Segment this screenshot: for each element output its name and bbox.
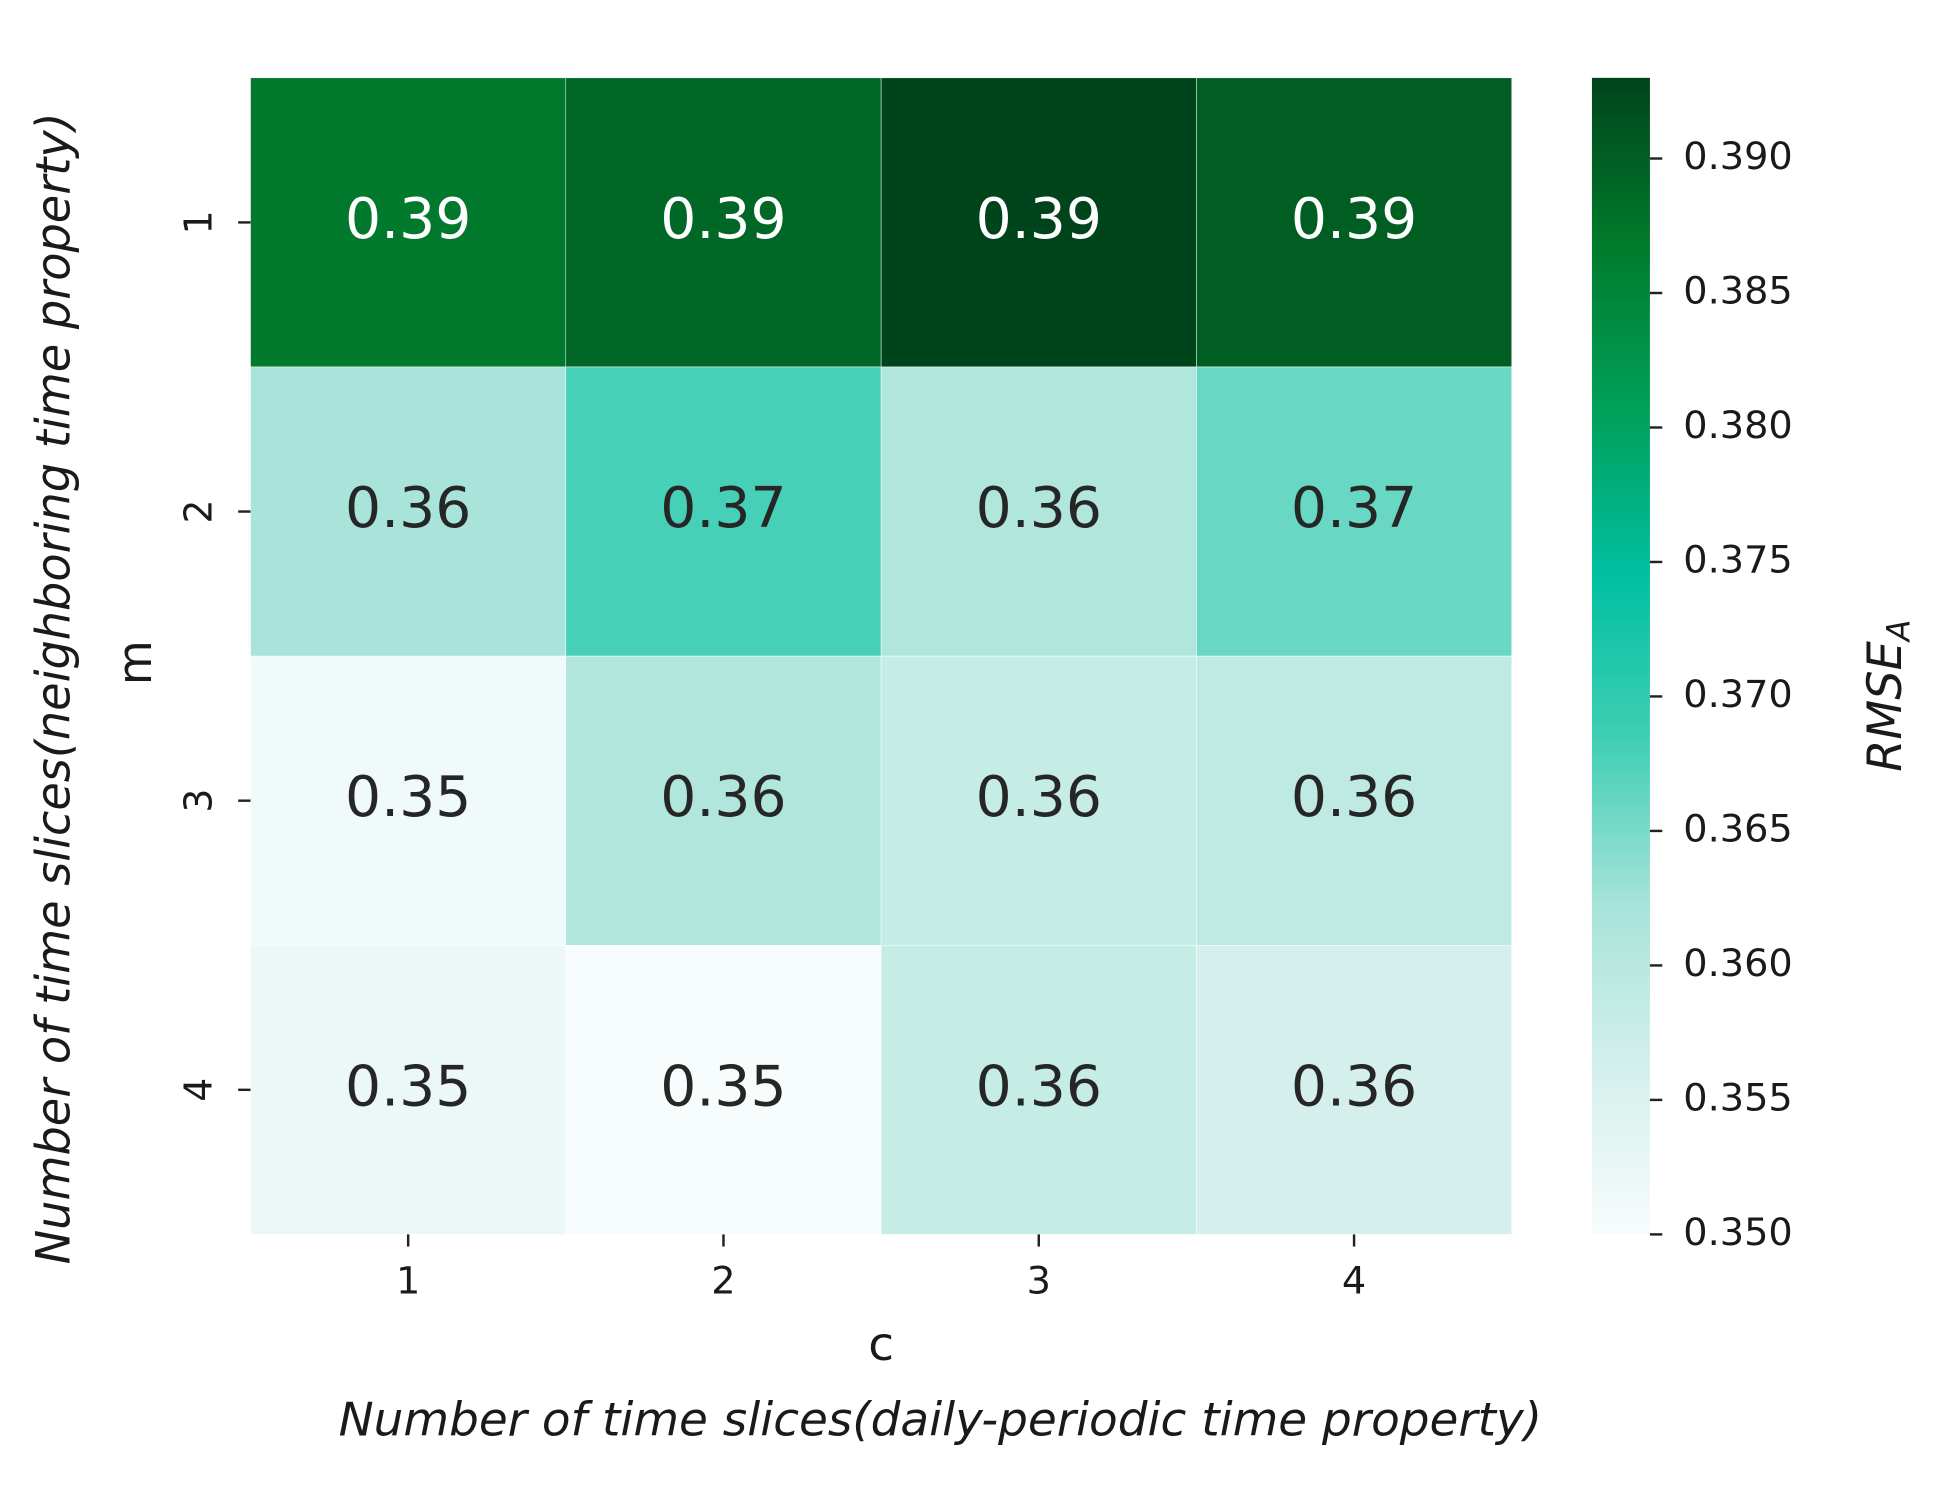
x-tick-label: 2 — [711, 1259, 735, 1303]
colorbar-label: RMSEA — [1857, 620, 1917, 772]
cell-label: 0.37 — [1291, 476, 1417, 541]
cell-label: 0.39 — [345, 187, 471, 252]
cell-label: 0.36 — [660, 766, 786, 831]
x-tick-label: 3 — [1027, 1259, 1051, 1303]
y-axis-label: m — [107, 640, 161, 685]
y-tick-label: 2 — [176, 500, 220, 524]
colorbar-tick-label: 0.350 — [1683, 1210, 1792, 1254]
cell-label: 0.39 — [660, 187, 786, 252]
heatmap-cell — [1196, 655, 1512, 946]
heatmap-cell — [1196, 945, 1512, 1235]
colorbar-label-sub: A — [1879, 620, 1917, 644]
colorbar-tick-label: 0.375 — [1683, 538, 1792, 582]
heatmap-cell — [880, 77, 1197, 368]
x-axis-title: Number of time slices(daily-periodic tim… — [339, 1393, 1542, 1447]
heatmap-cell — [250, 366, 567, 657]
cell-label: 0.37 — [660, 476, 786, 541]
cell-label: 0.39 — [1291, 187, 1417, 252]
heatmap-cell — [565, 77, 882, 368]
heatmap-cell — [565, 945, 882, 1235]
heatmap-cell — [1196, 366, 1512, 657]
heatmap-cell — [565, 655, 882, 946]
x-tick-label: 1 — [396, 1259, 420, 1303]
heatmap-cell — [250, 945, 567, 1235]
colorbar — [1591, 77, 1650, 1235]
y-axis-title: Number of time slices(neighboring time p… — [26, 112, 80, 1264]
x-axis-label: c — [868, 1317, 894, 1371]
cell-label: 0.36 — [976, 1055, 1102, 1120]
cell-label: 0.35 — [345, 766, 471, 831]
colorbar-label-main: RMSE — [1857, 641, 1911, 772]
cell-label: 0.36 — [345, 476, 471, 541]
colorbar-tick-label: 0.365 — [1683, 807, 1792, 851]
colorbar-tick-label: 0.360 — [1683, 941, 1792, 985]
colorbar-tick-label: 0.355 — [1683, 1076, 1792, 1120]
heatmap-cell — [880, 945, 1197, 1235]
cell-label: 0.36 — [1291, 766, 1417, 831]
cell-label: 0.35 — [660, 1055, 786, 1120]
cell-label: 0.39 — [976, 187, 1102, 252]
cell-label: 0.35 — [345, 1055, 471, 1120]
colorbar-tick-label: 0.380 — [1683, 403, 1792, 447]
heatmap-cell — [880, 366, 1197, 657]
cell-label: 0.36 — [1291, 1055, 1417, 1120]
heatmap-cell — [1196, 77, 1512, 368]
y-tick-label: 4 — [176, 1078, 220, 1102]
colorbar-tick-label: 0.370 — [1683, 672, 1792, 716]
x-tick-label: 4 — [1342, 1259, 1366, 1303]
colorbar-tick-label: 0.385 — [1683, 269, 1792, 313]
y-tick-label: 3 — [176, 789, 220, 813]
y-tick-label: 1 — [176, 210, 220, 234]
heatmap-cell — [565, 366, 882, 657]
cell-label: 0.36 — [976, 476, 1102, 541]
heatmap-cell — [880, 655, 1197, 946]
cell-label: 0.36 — [976, 766, 1102, 831]
heatmap-cell — [250, 77, 567, 368]
colorbar-tick-label: 0.390 — [1683, 134, 1792, 178]
